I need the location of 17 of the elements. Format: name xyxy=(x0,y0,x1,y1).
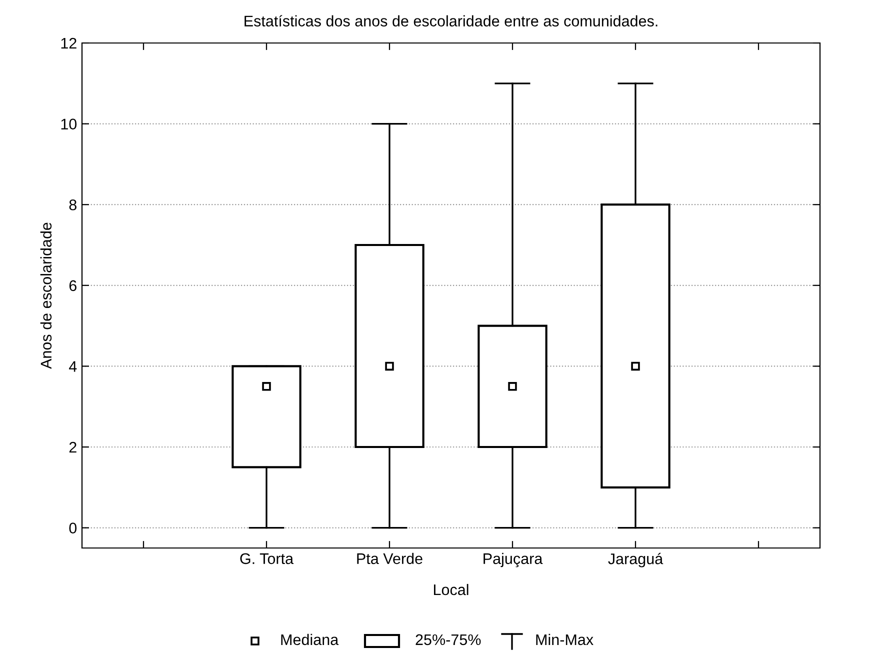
y-tick-label: 12 xyxy=(61,38,76,49)
x-tick-label: Jaraguá xyxy=(608,552,664,568)
chart-title: Estatísticas dos anos de escolaridade entre as comunidades. xyxy=(244,15,658,26)
y-tick-label: 6 xyxy=(69,280,76,292)
x-axis-title: Local xyxy=(434,584,468,596)
x-tick-label: G. Torta xyxy=(240,553,294,564)
x-tick-label: Pta Verde xyxy=(357,552,422,564)
y-tick-label: 0 xyxy=(69,522,77,534)
y-tick-label: 8 xyxy=(69,199,76,210)
text: Min-Max xyxy=(536,634,594,646)
text: 25%-75% xyxy=(416,634,481,646)
y-tick-label: 10 xyxy=(61,118,77,130)
y-tick-label: 2 xyxy=(69,442,76,453)
x-tick-label: Pajuçara xyxy=(484,552,543,568)
y-tick-label: 4 xyxy=(68,361,77,372)
y-axis-title: Anos de escolaridade xyxy=(40,222,52,369)
text: Mediana xyxy=(281,634,339,646)
